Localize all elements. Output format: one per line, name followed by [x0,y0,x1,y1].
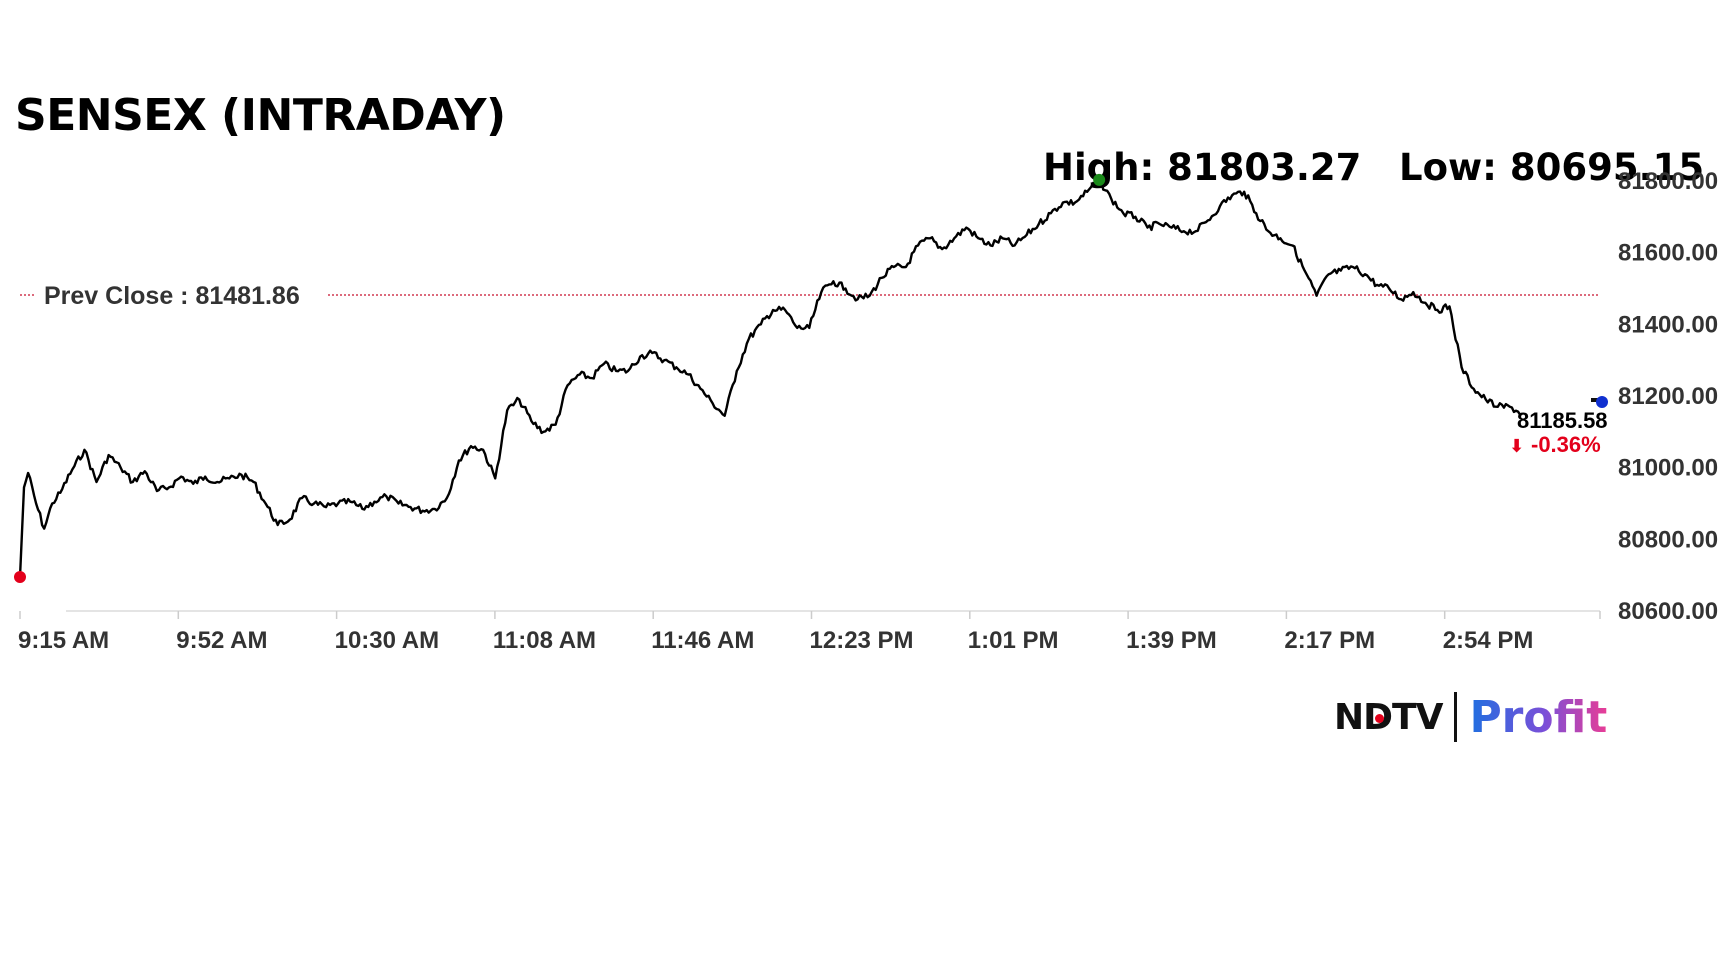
prev-close-label: Prev Close : 81481.86 [44,282,300,310]
prev-close-label-bg [36,277,328,312]
price-series-line [18,178,1523,578]
last-value-label: 81185.58 [1517,408,1608,433]
logo-separator [1454,692,1458,742]
open-point [14,570,26,583]
x-tick-label: 2:17 PM [1284,627,1375,654]
x-axis-ticks: 9:15 AM 9:52 AM 10:30 AM 11:08 AM 11:46 AM 12… [18,611,1601,654]
y-tick-label: 81400.00 [1618,311,1718,338]
y-axis-ticks: 81800.00 81600.00 81400.00 81200.00 81000.00… [1618,168,1718,625]
ndtv-profit-logo: NDTV Profit [1334,690,1607,744]
end-point-marker [1596,396,1608,408]
y-tick-label: 81800.00 [1618,168,1718,195]
x-tick-label: 2:54 PM [1443,627,1534,654]
y-tick-label: 80600.00 [1618,598,1718,625]
y-tick-label: 81200.00 [1618,383,1718,410]
x-tick-label: 9:15 AM [18,627,109,654]
logo-red-dot [1375,714,1384,723]
logo-ndtv-text: NDTV [1334,696,1443,738]
x-tick-label: 11:08 AM [493,627,596,654]
low-label: Low: 80695.15 [1399,146,1705,189]
x-tick-label: 11:46 AM [651,627,754,654]
y-tick-label: 80800.00 [1618,526,1718,553]
chart-title: SENSEX (INTRADAY) [15,90,506,141]
x-tick-label: 9:52 AM [176,627,267,654]
change-label: -0.36% [1531,432,1601,457]
high-point [1093,173,1106,186]
x-tick-label: 10:30 AM [335,627,439,654]
x-tick-label: 1:01 PM [968,627,1059,654]
x-tick-label: 1:39 PM [1126,627,1217,654]
change-arrow-icon: ⬇ [1509,436,1524,457]
y-tick-label: 81600.00 [1618,240,1718,267]
logo-profit-text: Profit [1469,691,1608,743]
y-tick-label: 81000.00 [1618,455,1718,482]
x-tick-label: 12:23 PM [810,627,914,654]
